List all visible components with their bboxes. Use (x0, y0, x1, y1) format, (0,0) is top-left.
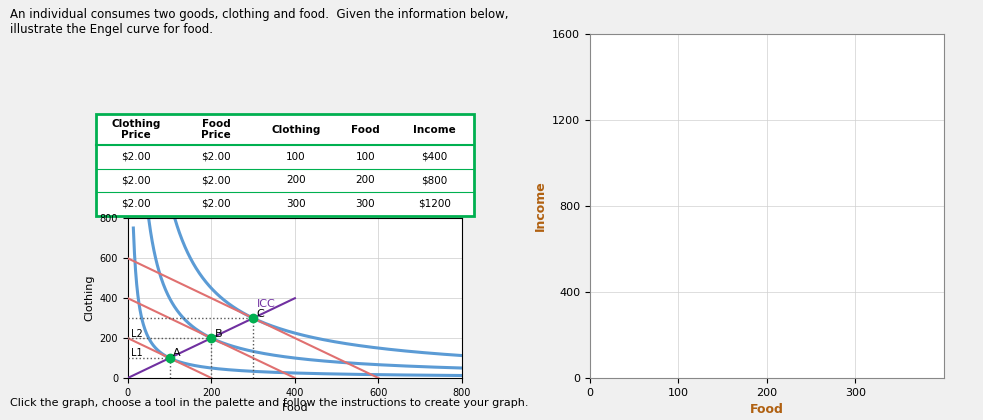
Text: An individual consumes two goods, clothing and food.  Given the information belo: An individual consumes two goods, clothi… (10, 8, 508, 37)
Text: Click the graph, choose a tool in the palette and follow the instructions to cre: Click the graph, choose a tool in the pa… (10, 398, 528, 408)
Text: Clothing
Price: Clothing Price (111, 119, 160, 141)
Text: Food: Food (351, 125, 379, 135)
Text: A: A (173, 349, 181, 358)
Y-axis label: Income: Income (534, 181, 547, 231)
Text: 100: 100 (286, 152, 306, 162)
Y-axis label: Clothing: Clothing (84, 275, 94, 321)
X-axis label: Food: Food (750, 403, 783, 416)
Text: $2.00: $2.00 (202, 152, 231, 162)
X-axis label: Food: Food (281, 403, 309, 413)
Text: $800: $800 (422, 176, 447, 186)
Text: Food
Price: Food Price (202, 119, 231, 141)
Text: $2.00: $2.00 (202, 176, 231, 186)
Text: $2.00: $2.00 (202, 199, 231, 209)
Text: 100: 100 (356, 152, 375, 162)
Text: L2: L2 (131, 328, 143, 339)
Text: C: C (257, 309, 264, 318)
Text: Income: Income (413, 125, 456, 135)
Text: $2.00: $2.00 (121, 152, 150, 162)
Text: L1: L1 (131, 349, 143, 358)
Text: 200: 200 (356, 176, 375, 186)
FancyBboxPatch shape (96, 114, 475, 216)
Text: 300: 300 (356, 199, 375, 209)
Text: Clothing: Clothing (271, 125, 320, 135)
Text: 200: 200 (286, 176, 306, 186)
Text: $2.00: $2.00 (121, 176, 150, 186)
Text: $2.00: $2.00 (121, 199, 150, 209)
Text: $1200: $1200 (418, 199, 451, 209)
Text: ICC: ICC (258, 299, 276, 309)
Text: 300: 300 (286, 199, 306, 209)
Text: B: B (214, 328, 222, 339)
Text: $400: $400 (422, 152, 447, 162)
